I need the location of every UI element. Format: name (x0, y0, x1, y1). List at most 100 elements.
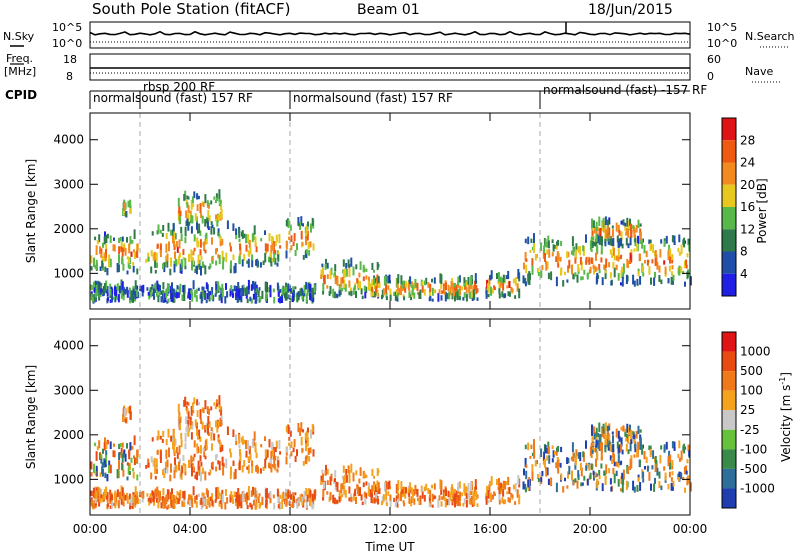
velocity-echo (471, 502, 474, 507)
velocity-echo (90, 491, 93, 497)
velocity-echo (216, 426, 219, 433)
velocity-echo (545, 467, 547, 471)
power-echo (635, 224, 638, 233)
velocity-echo (260, 444, 263, 448)
velocity-echo (105, 450, 108, 456)
power-echo (181, 260, 184, 268)
power-echo (615, 264, 618, 271)
power-echo (308, 250, 311, 256)
power-echo (306, 288, 309, 296)
velocity-echo (217, 420, 220, 427)
velocity-echo (663, 466, 666, 471)
power-echo (529, 249, 532, 253)
power-echo (683, 260, 686, 269)
velocity-echo (633, 434, 636, 443)
velocity-echo (277, 460, 280, 468)
velocity-echo (281, 500, 284, 509)
power-echo (606, 232, 609, 242)
power-echo (187, 221, 190, 231)
freq-unit: [MHz] (4, 65, 36, 78)
velocity-echo (299, 494, 302, 501)
velocity-echo (246, 504, 249, 510)
velocity-echo (639, 482, 642, 491)
power-echo (396, 298, 399, 302)
velocity-echo (644, 466, 646, 470)
power-echo (202, 286, 205, 294)
velocity-echo (451, 488, 454, 495)
power-echo (673, 235, 676, 245)
power-echo (658, 275, 661, 282)
velocity-echo (634, 444, 637, 449)
power-echo (485, 290, 488, 299)
power-echo (172, 223, 175, 233)
y-tick-label: 4000 (53, 339, 84, 353)
power-echo (629, 259, 632, 264)
velocity-echo (219, 405, 222, 410)
power-echo (646, 259, 649, 266)
power-echo (292, 289, 295, 297)
velocity-echo (404, 489, 407, 499)
velocity-echo (617, 479, 620, 487)
power-echo (305, 293, 308, 303)
power-echo (633, 280, 636, 287)
power-echo (303, 285, 306, 294)
velocity-echo (556, 457, 559, 462)
velocity-echo (208, 408, 210, 415)
velocity-echo (473, 486, 476, 497)
velocity-echo (154, 464, 157, 474)
power-echo (550, 271, 553, 281)
power-echo (215, 214, 218, 219)
velocity-echo (232, 460, 235, 466)
velocity-echo (560, 473, 563, 481)
power-echo (274, 257, 277, 265)
power-echo (362, 276, 365, 282)
velocity-echo (211, 493, 214, 501)
power-echo (551, 239, 554, 244)
power-echo (604, 216, 607, 225)
power-echo (104, 255, 107, 262)
power-echo (671, 254, 674, 260)
power-echo (504, 275, 507, 284)
velocity-echo (163, 468, 166, 473)
power-echo (305, 281, 308, 290)
power-echo (445, 282, 447, 290)
power-echo (620, 238, 623, 247)
power-echo (288, 231, 291, 235)
power-cbar-tick: 20 (740, 178, 755, 192)
power-echo (261, 290, 264, 299)
velocity-echo (598, 434, 601, 441)
power-echo (421, 281, 424, 286)
power-echo (221, 250, 224, 260)
velocity-echo (109, 441, 112, 449)
power-echo (277, 298, 280, 303)
velocity-echo (204, 440, 207, 447)
freq-tick-top: 18 (63, 53, 77, 66)
velocity-echo (234, 469, 237, 479)
power-echo (306, 230, 309, 241)
velocity-echo (361, 501, 364, 506)
velocity-echo (189, 499, 191, 506)
power-echo (322, 290, 325, 295)
velocity-echo (514, 501, 517, 505)
power-echo (262, 260, 265, 265)
power-echo (409, 276, 412, 284)
colorbar-swatch (722, 229, 736, 252)
power-echo (288, 236, 291, 240)
power-echo (579, 256, 582, 265)
velocity-echo (589, 446, 592, 457)
power-echo (113, 296, 116, 300)
velocity-echo (577, 470, 580, 478)
power-echo (129, 293, 132, 298)
velocity-echo (545, 468, 548, 477)
power-echo (567, 251, 570, 258)
power-echo (296, 243, 298, 251)
power-echo (132, 288, 135, 296)
velocity-echo (598, 469, 601, 476)
velocity-echo (124, 494, 127, 501)
power-echo (273, 248, 276, 254)
power-echo (665, 235, 668, 244)
velocity-echo (595, 473, 598, 477)
velocity-echo (660, 485, 663, 491)
power-echo (285, 286, 288, 291)
velocity-echo (359, 487, 361, 496)
